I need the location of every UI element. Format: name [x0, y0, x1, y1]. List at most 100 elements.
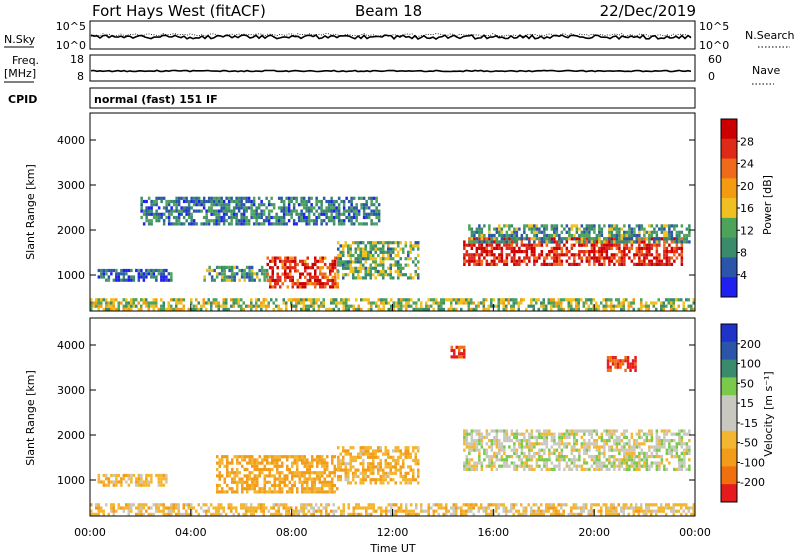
power-cell-7	[237, 304, 240, 308]
velocity-cell-3	[157, 480, 161, 484]
power-cell-6	[335, 215, 338, 220]
power-cell-0	[152, 268, 156, 273]
velocity-cell-4	[505, 506, 508, 510]
power-cell-6	[140, 199, 143, 204]
velocity-cell-2	[470, 442, 474, 446]
velocity-cell-4	[102, 509, 105, 513]
power-cell-7	[105, 298, 108, 302]
velocity-cell-2	[500, 464, 504, 468]
velocity-cell-6	[458, 355, 461, 359]
power-cell-7	[307, 304, 310, 308]
power-cell-7	[222, 301, 225, 305]
power-cell-6	[307, 212, 311, 216]
velocity-cell-4	[217, 512, 220, 516]
power-cell-7	[430, 298, 433, 302]
velocity-cell-2	[525, 442, 529, 446]
power-cell-3	[347, 260, 350, 264]
power-cell-5	[610, 227, 614, 231]
power-cell-7	[595, 301, 598, 305]
power-cell-6	[227, 199, 231, 204]
velocity-cell-4	[337, 506, 340, 510]
velocity-cell-4	[412, 509, 415, 513]
power-cell-3	[404, 263, 407, 267]
velocity-cell-4	[90, 509, 93, 513]
power-cell-6	[305, 199, 308, 204]
power-cell-5	[530, 227, 534, 231]
power-cell-2	[296, 262, 299, 267]
velocity-cell-2	[463, 429, 466, 433]
velocity-cell-2	[573, 432, 576, 436]
power-cell-7	[530, 298, 533, 302]
power-cell-6	[207, 222, 211, 226]
velocity-cell-2	[580, 429, 584, 433]
velocity-cell-2	[665, 467, 669, 471]
velocity-cell-1	[394, 468, 397, 472]
velocity-cell-4	[262, 506, 265, 510]
velocity-cell-0	[298, 471, 301, 475]
velocity-colorbar-tick-label-4: -15	[740, 417, 758, 430]
velocity-cell-1	[362, 458, 365, 463]
power-cell-5	[513, 237, 516, 241]
power-cell-5	[525, 224, 529, 228]
velocity-cell-4	[585, 503, 588, 507]
power-cell-7	[537, 307, 540, 311]
power-cell-0	[125, 272, 128, 276]
velocity-cell-2	[683, 429, 686, 433]
velocity-cell-4	[620, 509, 623, 513]
velocity-cell-2	[515, 464, 519, 468]
power-cell-5	[668, 224, 671, 228]
power-cell-7	[310, 304, 313, 308]
velocity-cell-4	[525, 506, 528, 510]
power-cell-6	[327, 203, 331, 207]
velocity-cell-2	[640, 442, 644, 446]
velocity-cell-0	[256, 477, 259, 481]
velocity-cell-4	[630, 506, 633, 510]
power-cell-7	[580, 298, 583, 302]
velocity-cell-3	[115, 477, 118, 481]
velocity-cell-2	[623, 467, 626, 471]
velocity-cell-2	[573, 448, 576, 452]
velocity-cell-2	[583, 458, 586, 462]
power-cell-6	[190, 215, 193, 220]
velocity-cell-2	[495, 467, 499, 471]
power-cell-4	[663, 262, 666, 266]
velocity-cell-2	[585, 461, 589, 465]
power-cell-2	[271, 266, 274, 270]
power-cell-1	[218, 272, 221, 276]
velocity-cell-3	[105, 477, 108, 481]
power-cell-7	[265, 304, 268, 308]
power-cell-4	[558, 262, 561, 266]
velocity-cell-0	[241, 480, 244, 484]
velocity-cell-4	[245, 509, 248, 513]
power-cell-1	[243, 278, 246, 282]
velocity-cell-4	[177, 512, 180, 516]
power-cell-4	[613, 237, 616, 241]
velocity-cell-2	[680, 445, 684, 449]
velocity-cell-4	[175, 512, 178, 516]
power-cell-7	[125, 301, 128, 305]
power-cell-1	[263, 272, 266, 276]
velocity-cell-2	[495, 439, 499, 443]
velocity-cell-2	[670, 439, 674, 443]
power-cell-2	[314, 278, 317, 283]
velocity-cell-3	[150, 473, 153, 478]
velocity-cell-2	[608, 461, 611, 465]
velocity-cell-4	[642, 512, 645, 516]
velocity-cell-4	[122, 509, 125, 513]
power-cell-6	[357, 212, 361, 216]
power-cell-4	[598, 256, 601, 260]
velocity-cell-2	[515, 432, 519, 436]
velocity-cell-2	[528, 442, 531, 446]
velocity-cell-0	[246, 461, 249, 465]
velocity-cell-0	[236, 487, 239, 491]
power-cell-7	[615, 304, 618, 308]
velocity-cell-1	[369, 465, 372, 469]
velocity-cell-0	[256, 458, 259, 462]
power-cell-4	[555, 246, 559, 250]
velocity-cell-2	[618, 464, 621, 468]
power-cell-2	[304, 269, 307, 273]
power-cell-7	[602, 307, 605, 311]
velocity-cell-4	[397, 509, 400, 513]
power-cell-4	[588, 259, 591, 263]
